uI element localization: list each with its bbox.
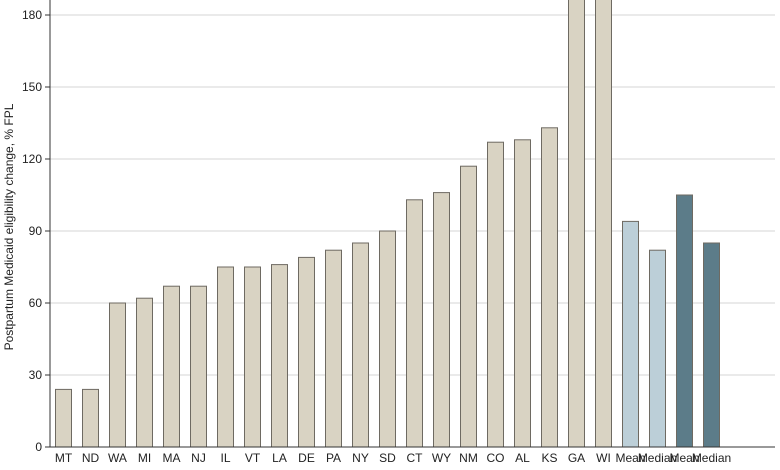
bar-mean-21 — [622, 220, 639, 448]
x-tick-label-median-22: Median — [638, 451, 677, 465]
bar-sd-12 — [379, 230, 396, 448]
x-tick-label-pa-10: PA — [326, 451, 341, 465]
bar-mt-0 — [55, 388, 72, 448]
y-tick-label-120: 120 — [22, 152, 42, 166]
bar-mean-23 — [676, 194, 693, 448]
x-tick-label-nj-5: NJ — [191, 451, 206, 465]
x-tick-label-wy-14: WY — [432, 451, 451, 465]
bar-mi-3 — [136, 297, 153, 448]
y-tick-label-90: 90 — [29, 224, 43, 238]
y-axis-title: Postpartum Medicaid eligibility change, … — [2, 103, 16, 350]
x-tick-labels: MT ND WA MI MA NJ IL VT LA DE PA NY SD CT WY NM CO AL KS GA… — [55, 451, 731, 465]
x-tick-label-co-16: CO — [487, 451, 505, 465]
bar-vt-7 — [244, 266, 261, 448]
x-tick-label-wi-20: WI — [596, 451, 611, 465]
y-tick-label-0: 0 — [35, 440, 42, 454]
x-tick-label-mean-21: Mean — [615, 451, 645, 465]
x-tick-label-mi-3: MI — [138, 451, 151, 465]
x-tick-label-nm-15: NM — [459, 451, 478, 465]
bar-wa-2 — [109, 302, 126, 448]
bars — [55, 0, 720, 448]
x-tick-label-mean-23: Mean — [669, 451, 699, 465]
x-tick-label-mt-0: MT — [55, 451, 73, 465]
y-tick-label-180: 180 — [22, 8, 42, 22]
y-tick-label-30: 30 — [29, 368, 43, 382]
x-tick-label-sd-12: SD — [379, 451, 396, 465]
y-tick-label-150: 150 — [22, 80, 42, 94]
bar-median-22 — [649, 249, 666, 448]
bar-de-9 — [298, 256, 315, 448]
axes — [49, 0, 775, 448]
bar-ny-11 — [352, 242, 369, 448]
bar-wi-20 — [595, 0, 612, 448]
bar-pa-10 — [325, 249, 342, 448]
y-tick-labels: 0 30 60 90 120 150 180 — [22, 8, 50, 454]
x-tick-label-al-17: AL — [515, 451, 530, 465]
bar-il-6 — [217, 266, 234, 448]
bar-al-17 — [514, 139, 531, 448]
x-tick-label-vt-7: VT — [245, 451, 261, 465]
bar-la-8 — [271, 264, 288, 448]
x-tick-label-la-8: LA — [272, 451, 287, 465]
bar-ma-4 — [163, 285, 180, 448]
x-tick-label-wa-2: WA — [108, 451, 127, 465]
x-tick-label-median-24: Median — [692, 451, 731, 465]
x-tick-label-ks-18: KS — [541, 451, 557, 465]
bar-co-16 — [487, 141, 504, 448]
x-tick-label-ny-11: NY — [352, 451, 369, 465]
bar-ct-13 — [406, 199, 423, 448]
x-tick-label-il-6: IL — [220, 451, 230, 465]
bar-ga-19 — [568, 0, 585, 448]
bar-nj-5 — [190, 285, 207, 448]
x-tick-label-ma-4: MA — [163, 451, 181, 465]
bar-nd-1 — [82, 388, 99, 448]
x-tick-label-nd-1: ND — [82, 451, 100, 465]
bar-nm-15 — [460, 165, 477, 448]
x-tick-label-ct-13: CT — [407, 451, 424, 465]
x-tick-label-ga-19: GA — [568, 451, 585, 465]
x-tick-label-de-9: DE — [298, 451, 315, 465]
y-tick-label-60: 60 — [29, 296, 43, 310]
bar-ks-18 — [541, 127, 558, 448]
bar-median-24 — [703, 242, 720, 448]
bar-wy-14 — [433, 192, 450, 448]
